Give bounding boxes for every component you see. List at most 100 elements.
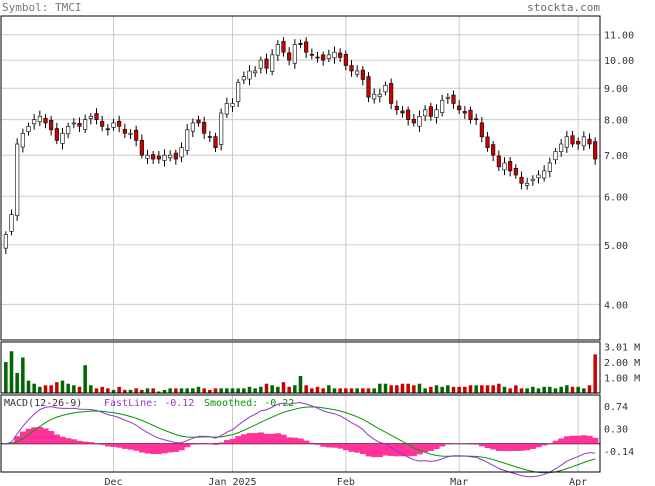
candle-body [156,155,161,160]
candle [587,133,592,149]
candle [60,127,65,150]
volume-bar [117,386,121,393]
price-tick-label: 6.00 [604,192,628,203]
candle-body [196,119,201,124]
macd-title: MACD(12-26-9) [4,398,82,409]
candle-body [445,96,450,99]
candle-body [37,116,42,123]
volume-bar [383,383,388,393]
volume-bar [400,383,405,393]
candle-body [219,112,224,145]
macd-histogram-bar [569,435,576,444]
volume-bar [72,385,76,393]
macd-histogram-bar [354,443,361,453]
candle [100,115,105,132]
volume-bar [372,388,376,393]
volume-bar [128,389,133,393]
macd-fast-line [5,402,596,478]
candle [185,124,190,155]
candle [145,149,150,165]
candle-body [190,122,195,132]
macd-histogram-bar [541,443,548,446]
macd-histogram-bar [110,443,117,447]
macd-smoothed-label: Smoothed: -0.22 [204,398,294,409]
macd-histogram-bar [535,443,542,448]
volume-bar [151,388,155,393]
time-tick-label: Mar [450,477,468,486]
candle [559,138,564,157]
candle-body [553,151,558,161]
candle-body [428,106,433,117]
macd-histogram-bar [331,443,338,448]
volume-tick-label: 3.01 M [604,342,640,353]
candle-body [304,41,309,53]
macd-histogram-bar [133,443,140,451]
macd-histogram-bar [14,436,21,444]
candle-body [491,144,496,156]
candle [111,119,116,131]
volume-bar [247,386,252,393]
candle-body [355,70,360,75]
candle-body [394,105,399,111]
volume-bar [208,389,212,393]
macd-histogram-bar [547,443,553,444]
macd-histogram-bar [269,433,276,444]
volume-bar [361,388,365,393]
candle [292,39,297,69]
macd-histogram-bar [303,440,310,444]
volume-bar [587,385,592,393]
candle-body [496,155,501,168]
volume-bar [77,386,82,393]
candle-body [54,128,59,141]
candle [570,130,575,148]
volume-bar [570,386,575,393]
macd-histogram-bar [71,439,77,444]
macd-histogram-bar [501,443,508,451]
macd-histogram-bar [286,437,293,444]
macd-histogram-bar [275,433,281,444]
macd-histogram-bar [184,443,191,448]
macd-histogram-bar [258,432,264,444]
volume-bar [434,385,439,393]
macd-histogram-bar [122,443,128,449]
candle-body [502,162,507,171]
candle [275,40,280,62]
macd-histogram-bar [405,443,412,457]
candle [241,71,246,84]
macd-histogram-bar [473,443,480,445]
volume-bar [60,380,65,393]
volume-bar [548,386,552,393]
candle [20,128,25,153]
candle [519,171,524,190]
grid-lines [1,16,600,472]
macd-histogram-bar [190,443,196,445]
site-watermark: stockta.com [527,1,600,14]
macd-histogram-bar [592,437,599,444]
macd-panel [1,402,600,478]
volume-bar [55,382,59,393]
volume-bar [349,388,354,393]
volume-bar [15,372,19,393]
panel-frame [0,394,601,473]
volume-bar [196,386,201,393]
volume-bar [123,389,127,393]
volume-bar [553,388,558,393]
candle [485,131,490,152]
candle [530,175,535,186]
volume-bar [264,383,269,393]
candle-body [128,132,133,135]
candle-body [485,136,490,149]
candle-body [26,126,31,133]
macd-histogram-bar [320,443,327,447]
candle [389,78,394,110]
macd-histogram-bar [127,443,134,450]
candle [547,157,552,178]
macd-histogram-bar [394,443,400,457]
macd-histogram-bar [309,442,315,444]
macd-histogram-bar [178,443,185,451]
macd-tick-label: -0.14 [604,447,634,458]
volume-bar [225,388,229,393]
macd-histogram-bar [241,434,247,444]
macd-histogram-bar [377,443,383,458]
volume-bar [162,389,167,393]
